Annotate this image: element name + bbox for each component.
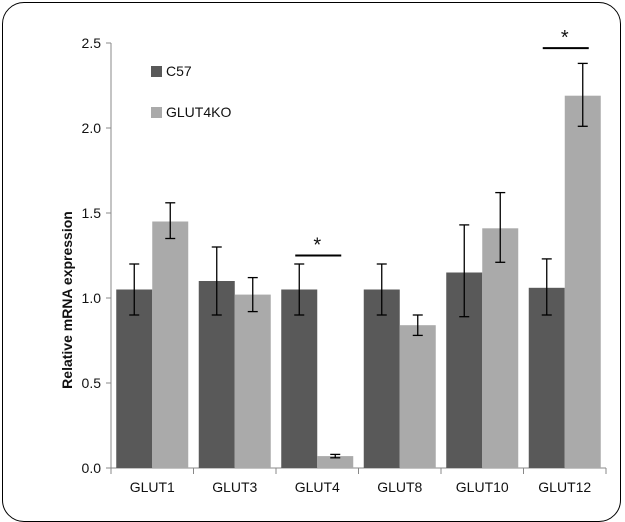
bar-glut4ko-glut3	[234, 294, 271, 468]
y-tick-label: 0.5	[82, 375, 102, 391]
legend-label: C57	[166, 63, 192, 79]
legend-swatch	[151, 66, 162, 77]
legend-label: GLUT4KO	[166, 104, 231, 120]
significance-star: *	[313, 235, 321, 257]
legend-swatch	[151, 107, 162, 118]
y-axis-label: Relative mRNA expression	[59, 211, 75, 389]
bar-glut4ko-glut4	[317, 456, 354, 468]
bar-glut4ko-glut12	[564, 95, 601, 468]
bar-c57-glut1	[116, 289, 153, 468]
y-tick-label: 2.0	[82, 120, 102, 136]
y-tick-label: 1.0	[82, 290, 102, 306]
x-tick-label: GLUT1	[130, 479, 175, 495]
bars	[116, 95, 601, 468]
x-tick-label: GLUT4	[295, 479, 340, 495]
bar-c57-glut8	[363, 289, 400, 468]
bar-glut4ko-glut8	[399, 325, 436, 468]
x-tick-label: GLUT10	[456, 479, 509, 495]
y-tick-label: 1.5	[82, 205, 102, 221]
x-tick-label: GLUT3	[212, 479, 257, 495]
x-tick-label: GLUT8	[377, 479, 422, 495]
bar-glut4ko-glut10	[482, 228, 519, 468]
y-tick-label: 0.0	[82, 460, 102, 476]
significance-annotations: **	[295, 27, 589, 257]
bar-c57-glut4	[281, 289, 318, 468]
x-tick-label: GLUT12	[538, 479, 591, 495]
bar-chart: 0.00.51.01.52.02.5 GLUT1 GLUT3 GLUT4 GLUT8 G…	[59, 27, 607, 495]
significance-star: *	[561, 27, 569, 49]
x-axis: GLUT1 GLUT3 GLUT4 GLUT8 GLUT10 GLUT12	[110, 467, 607, 495]
legend: C57 GLUT4KO	[151, 63, 231, 120]
bar-c57-glut12	[528, 287, 565, 468]
error-bars	[129, 62, 588, 459]
y-axis: 0.0 0.5 1.0 1.5 2.0 2.5	[82, 35, 112, 476]
bar-glut4ko-glut1	[152, 221, 189, 468]
y-tick-label: 2.5	[82, 35, 102, 51]
